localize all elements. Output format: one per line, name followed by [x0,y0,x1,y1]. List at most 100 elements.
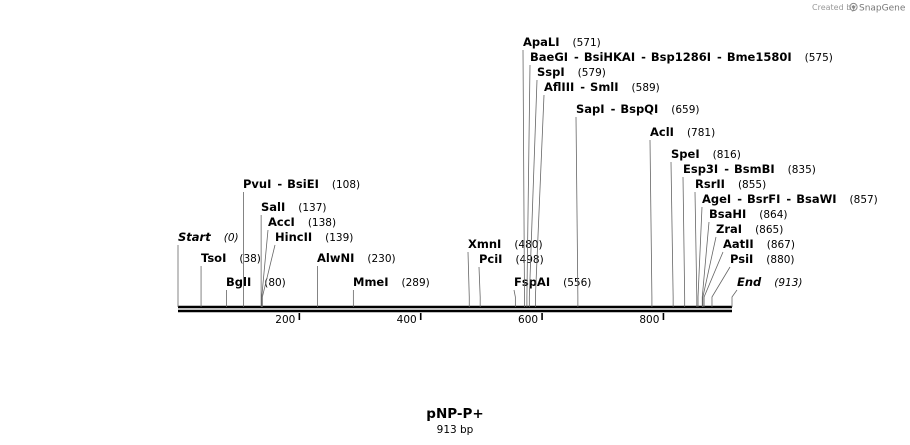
site-xmni[interactable]: XmnI (480) [467,237,543,307]
site-sspi[interactable]: SspI (579) [528,65,606,307]
enzyme-name[interactable]: RsrII [695,177,725,191]
site-end[interactable]: End (913) [731,275,803,307]
enzyme-name[interactable]: BsaHI [709,207,746,221]
site-label[interactable]: RsrII (855) [695,177,766,191]
site-bsahi[interactable]: BsaHI (864) [701,207,788,307]
site-psii[interactable]: PsiI (880) [711,252,795,307]
enzyme-name[interactable]: BsiEI [287,177,319,191]
enzyme-name[interactable]: AclI [650,125,674,139]
enzyme-name[interactable]: Start [178,230,211,244]
site-label[interactable]: AclI (781) [650,125,715,139]
site-alwni[interactable]: AlwNI (230) [317,251,396,307]
enzyme-name[interactable]: Bsp1286I [651,50,711,64]
site-sali[interactable]: SalI (137) [260,200,327,307]
enzyme-name[interactable]: BsaWI [796,192,836,206]
site-label[interactable]: Start (0) [178,230,239,244]
enzyme-name[interactable]: SalI [261,200,285,214]
enzyme-name[interactable]: SspI [537,65,565,79]
site-start[interactable]: Start (0) [177,230,239,307]
site-apali[interactable]: ApaLI (571) [522,35,601,307]
site-bgli[interactable]: BglI (80) [226,275,286,307]
enzyme-name[interactable]: BglI [226,275,251,289]
site-label[interactable]: MmeI (289) [353,275,430,289]
enzyme-name[interactable]: SapI [576,102,605,116]
enzyme-name[interactable]: BsiHKAI [584,50,635,64]
site-fspai[interactable]: FspAI (556) [513,275,591,307]
site-label[interactable]: AgeI - BsrFI - BsaWI (857) [702,192,878,206]
site-label[interactable]: PsiI (880) [730,252,795,266]
site-label[interactable]: HincII (139) [275,230,353,244]
enzyme-name[interactable]: Esp3I [683,162,718,176]
site-label[interactable]: PvuI - BsiEI (108) [243,177,360,191]
enzyme-name[interactable]: SmlI [590,80,619,94]
enzyme-name[interactable]: HincII [275,230,312,244]
enzyme-name[interactable]: BsmBI [734,162,775,176]
site-label[interactable]: BglI (80) [226,275,286,289]
site-rsrii[interactable]: RsrII (855) [694,177,766,307]
site-position: (498) [515,254,543,266]
site-agei[interactable]: AgeI - BsrFI - BsaWI (857) [697,192,878,307]
enzyme-name[interactable]: PvuI [243,177,271,191]
enzyme-name[interactable]: FspAI [514,275,550,289]
site-hincii[interactable]: HincII (139) [261,230,353,307]
enzyme-name[interactable]: AlwNI [317,251,354,265]
enzyme-name[interactable]: MmeI [353,275,389,289]
ruler-tick-label: 600 [518,314,538,326]
site-label[interactable]: AccI (138) [268,215,336,229]
site-label[interactable]: BsaHI (864) [709,207,788,221]
site-zrai[interactable]: ZraI (865) [702,222,783,307]
site-position: (139) [325,232,353,244]
site-label[interactable]: SspI (579) [537,65,606,79]
site-label[interactable]: ZraI (865) [716,222,783,236]
site-pvui[interactable]: PvuI - BsiEI (108) [243,177,360,307]
enzyme-name[interactable]: PciI [479,252,502,266]
site-acli[interactable]: AclI (781) [649,125,715,307]
site-label[interactable]: AflIII - SmlI (589) [544,80,660,94]
site-aflIII[interactable]: AflIII - SmlI (589) [535,80,660,307]
site-label[interactable]: AlwNI (230) [317,251,396,265]
site-esp3i[interactable]: Esp3I - BsmBI (835) [682,162,816,307]
site-aatii[interactable]: AatII (867) [703,237,795,307]
enzyme-name[interactable]: AgeI [702,192,731,206]
site-label[interactable]: BaeGI - BsiHKAI - Bsp1286I - Bme1580I (575) [530,50,833,64]
site-label[interactable]: XmnI (480) [468,237,543,251]
enzyme-name[interactable]: TsoI [201,251,226,265]
site-baegi[interactable]: BaeGI - BsiHKAI - Bsp1286I - Bme1580I (575) [526,50,833,307]
site-label[interactable]: End (913) [737,275,803,289]
site-label[interactable]: AatII (867) [723,237,795,251]
site-sapi[interactable]: SapI - BspQI (659) [575,102,699,307]
site-position: (80) [264,277,286,289]
site-position: (835) [788,164,816,176]
site-mmei[interactable]: MmeI (289) [352,275,430,307]
site-label[interactable]: PciI (498) [479,252,544,266]
enzyme-name[interactable]: PsiI [730,252,753,266]
enzyme-name[interactable]: AccI [268,215,295,229]
enzyme-name[interactable]: XmnI [468,237,501,251]
site-label[interactable]: SpeI (816) [671,147,741,161]
ruler-tick: 600 [518,313,543,326]
site-connector [703,251,724,307]
enzyme-name[interactable]: ApaLI [523,35,560,49]
site-label[interactable]: SalI (137) [261,200,327,214]
site-spei[interactable]: SpeI (816) [670,147,741,307]
site-label[interactable]: FspAI (556) [514,275,591,289]
enzyme-name[interactable]: BaeGI [530,50,568,64]
enzyme-name[interactable]: End [737,275,762,289]
enzyme-name[interactable]: SpeI [671,147,700,161]
enzyme-name[interactable]: BspQI [620,102,658,116]
site-connector [467,251,470,307]
site-position: (138) [308,217,336,229]
site-acci[interactable]: AccI (138) [261,215,336,307]
restriction-sites: Start (0) TsoI (38) BglI (80) PvuI - BsiEI (108) S… [177,35,878,307]
site-position: (575) [805,52,833,64]
enzyme-name[interactable]: AflIII [544,80,574,94]
enzyme-name[interactable]: ZraI [716,222,742,236]
site-label[interactable]: ApaLI (571) [523,35,601,49]
site-label[interactable]: Esp3I - BsmBI (835) [683,162,816,176]
site-tsoi[interactable]: TsoI (38) [200,251,261,307]
enzyme-name[interactable]: Bme1580I [727,50,792,64]
site-label[interactable]: SapI - BspQI (659) [576,102,699,116]
enzyme-name[interactable]: BsrFI [747,192,780,206]
enzyme-name[interactable]: AatII [723,237,754,251]
site-label[interactable]: TsoI (38) [201,251,261,265]
